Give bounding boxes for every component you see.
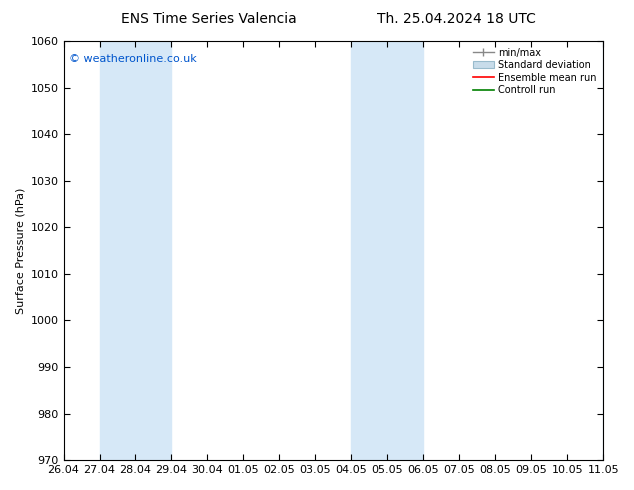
Text: Th. 25.04.2024 18 UTC: Th. 25.04.2024 18 UTC	[377, 12, 536, 26]
Y-axis label: Surface Pressure (hPa): Surface Pressure (hPa)	[15, 187, 25, 314]
Bar	[603, 41, 634, 460]
Bar	[351, 41, 424, 460]
Legend: min/max, Standard deviation, Ensemble mean run, Controll run: min/max, Standard deviation, Ensemble me…	[470, 46, 598, 97]
Text: © weatheronline.co.uk: © weatheronline.co.uk	[69, 53, 197, 64]
Text: ENS Time Series Valencia: ENS Time Series Valencia	[121, 12, 297, 26]
Bar	[100, 41, 171, 460]
